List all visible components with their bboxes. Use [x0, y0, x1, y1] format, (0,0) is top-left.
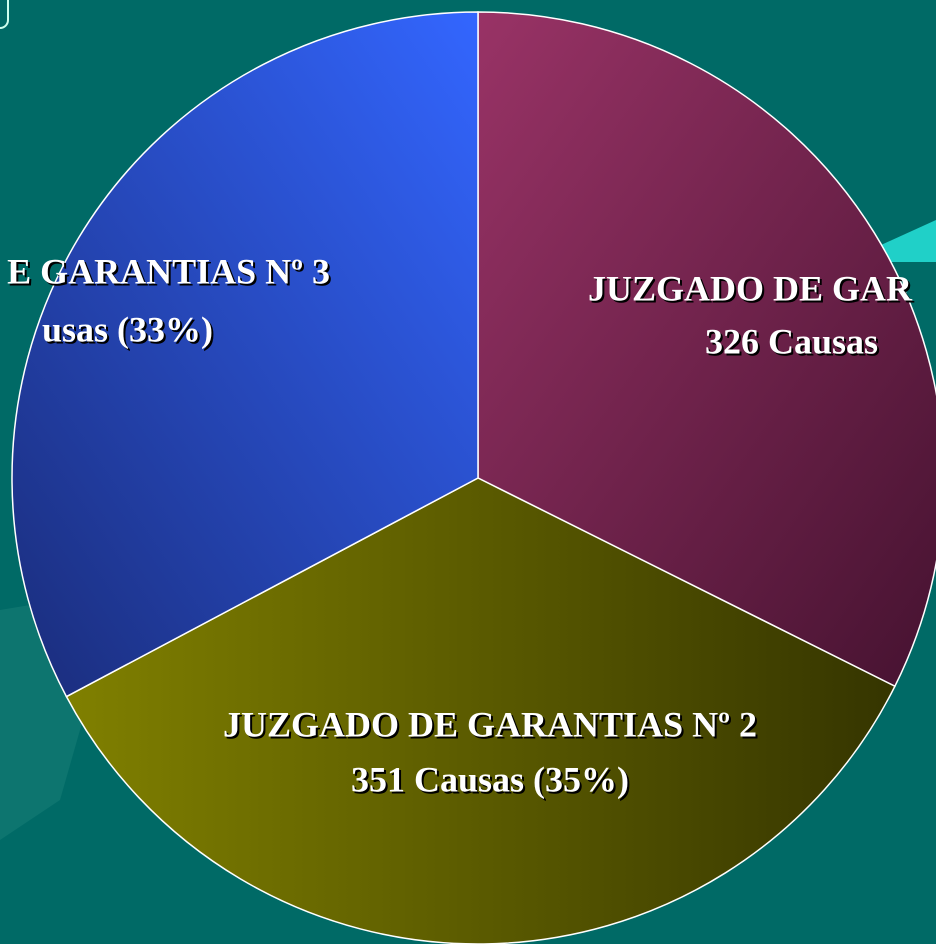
pie: [11, 11, 936, 944]
value-label: 326 Causas: [705, 321, 878, 361]
pie-slice: [11, 11, 479, 698]
labels: JUZGADO DE GAR 326 Causas JUZGADO DE GARAN…: [7, 251, 913, 799]
value-label: usas (33%): [42, 309, 213, 349]
slice-label: JUZGADO DE GARANTIAS Nº 2: [223, 704, 757, 744]
decoration: [870, 220, 936, 262]
value-label: 351 Causas (35%): [351, 759, 629, 799]
slice-label: JUZGADO DE GAR: [588, 268, 913, 308]
slice-label: E GARANTIAS Nº 3: [7, 251, 330, 291]
frame-corner: [0, 0, 9, 29]
pie-slice: [477, 11, 936, 688]
